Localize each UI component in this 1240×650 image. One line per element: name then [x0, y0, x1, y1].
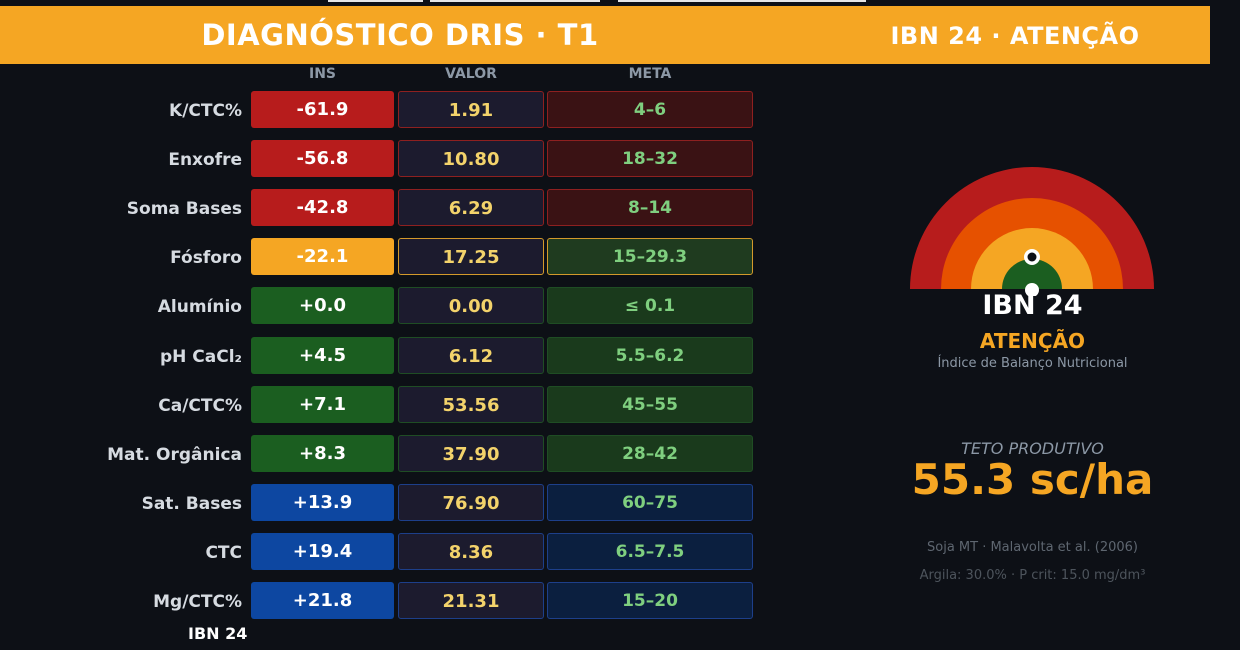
ins-cell: -22.1 [251, 238, 394, 276]
valor-cell: 37.90 [398, 434, 544, 472]
valor-cell: 6.12 [398, 336, 544, 374]
ins-cell: +19.4 [251, 532, 394, 570]
teto-label: TETO PRODUTIVO [961, 439, 1104, 458]
ins-cell: +13.9 [251, 483, 394, 521]
row-label: Soma Bases [126, 199, 242, 220]
valor-cell: 8.36 [398, 532, 544, 570]
row-label: Sat. Bases [141, 493, 242, 514]
header-status: IBN 24 · ATENÇÃO [890, 22, 1140, 50]
gauge-marker-center [1027, 252, 1037, 262]
ins-cell: +7.1 [251, 385, 394, 423]
ins-cell: +0.0 [251, 287, 394, 325]
valor-cell: 53.56 [398, 385, 544, 423]
row-label: K/CTC% [169, 101, 242, 121]
row-label: Mg/CTC% [153, 592, 242, 612]
teto-value: 55.3 sc/ha [911, 455, 1154, 504]
table-row: Mat. Orgânica +8.3 37.90 28–42 [0, 434, 760, 476]
top-strip-right [618, 0, 866, 2]
header-bar: DIAGNÓSTICO DRIS · T1 IBN 24 · ATENÇÃO [0, 6, 1210, 64]
column-header-ins: INS [308, 66, 336, 82]
ibn-gauge [910, 167, 1154, 296]
row-label: CTC [205, 542, 242, 563]
meta-cell: 60–75 [547, 483, 753, 521]
top-strip-middle [430, 0, 600, 2]
params-text: Argila: 30.0% · P crit: 15.0 mg/dm³ [919, 568, 1146, 583]
top-strip-left [328, 0, 423, 2]
valor-cell: 10.80 [398, 140, 544, 178]
table-row: Soma Bases -42.8 6.29 8–14 [0, 189, 760, 230]
row-label: Mat. Orgânica [107, 444, 242, 465]
valor-cell: 17.25 [398, 238, 544, 276]
table-row: Sat. Bases +13.9 76.90 60–75 [0, 483, 760, 525]
ins-cell: -42.8 [251, 189, 394, 227]
table-row: K/CTC% -61.9 1.91 4–6 [0, 91, 760, 132]
table-row: Enxofre -56.8 10.80 18–32 [0, 140, 760, 181]
table-row: CTC +19.4 8.36 6.5–7.5 [0, 532, 760, 574]
source-text: Soja MT · Malavolta et al. (2006) [927, 540, 1138, 555]
row-label: Alumínio [157, 297, 242, 318]
ibn-subtitle: Índice de Balanço Nutricional [937, 356, 1128, 371]
meta-cell: 15–29.3 [547, 238, 753, 276]
ins-cell: +4.5 [251, 336, 394, 374]
meta-cell: 6.5–7.5 [547, 532, 753, 570]
meta-cell: 18–32 [547, 140, 753, 178]
meta-cell: 15–20 [547, 582, 753, 619]
valor-cell: 76.90 [398, 483, 544, 521]
footer-ibn-label: IBN 24 [188, 624, 248, 643]
ins-cell: +21.8 [251, 582, 394, 619]
gauge-pivot [1025, 283, 1039, 296]
page-title: DIAGNÓSTICO DRIS · T1 [201, 18, 599, 52]
row-label: Enxofre [168, 150, 242, 171]
ibn-status: ATENÇÃO [979, 329, 1086, 353]
row-label: Ca/CTC% [158, 395, 242, 416]
valor-cell: 6.29 [398, 189, 544, 227]
ins-cell: -61.9 [251, 91, 394, 128]
valor-cell: 0.00 [398, 287, 544, 325]
ins-cell: -56.8 [251, 140, 394, 178]
column-header-valor: VALOR [445, 66, 497, 82]
row-label: Fósforo [170, 248, 242, 269]
table-row: Mg/CTC% +21.8 21.31 15–20 [0, 582, 760, 623]
gauge-band-green [1002, 259, 1062, 289]
meta-cell: 4–6 [547, 91, 753, 128]
meta-cell: 8–14 [547, 189, 753, 227]
meta-cell: ≤ 0.1 [547, 287, 753, 325]
table-row: pH CaCl₂ +4.5 6.12 5.5–6.2 [0, 336, 760, 378]
ibn-value: IBN 24 [982, 290, 1083, 321]
row-label: pH CaCl₂ [159, 346, 242, 367]
column-header-meta: META [628, 66, 672, 82]
table-row: Alumínio +0.0 0.00 ≤ 0.1 [0, 287, 760, 328]
ins-cell: +8.3 [251, 434, 394, 472]
meta-cell: 28–42 [547, 434, 753, 472]
meta-cell: 5.5–6.2 [547, 336, 753, 374]
valor-cell: 1.91 [398, 91, 544, 128]
meta-cell: 45–55 [547, 385, 753, 423]
table-row: Ca/CTC% +7.1 53.56 45–55 [0, 385, 760, 427]
table-row: Fósforo -22.1 17.25 15–29.3 [0, 238, 760, 279]
valor-cell: 21.31 [398, 582, 544, 619]
